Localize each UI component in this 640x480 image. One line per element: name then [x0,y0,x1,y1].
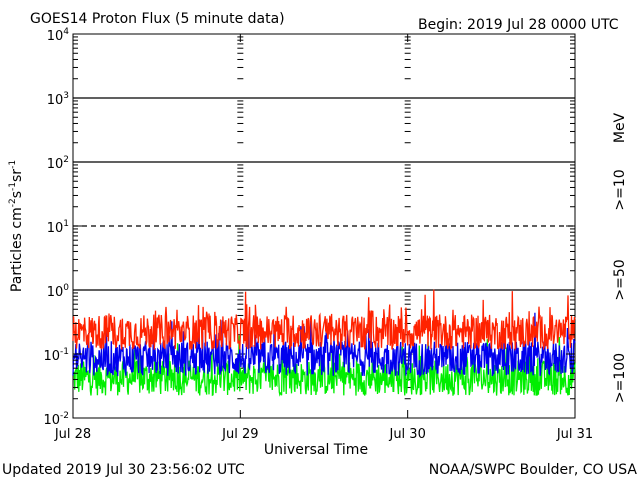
y-tick-label: 104 [47,27,70,44]
plot-area [72,33,576,419]
updated-timestamp: Updated 2019 Jul 30 23:56:02 UTC [2,462,245,478]
x-tick-label: Jul 29 [221,427,258,442]
y-tick-label: 10-1 [43,347,69,364]
x-tick-label: Jul 31 [556,427,593,442]
legend: MeV >=10 >=50 >=100 [612,112,628,403]
y-tick-label: 101 [47,219,69,236]
x-axis-ticks: Jul 28 Jul 29 Jul 30 Jul 31 [54,34,593,442]
legend-series-gt100: >=100 [612,353,628,403]
chart-title: GOES14 Proton Flux (5 minute data) [30,11,285,27]
threshold-lines [73,97,575,291]
legend-series-gt10: >=10 [612,169,628,210]
legend-unit-label: MeV [612,112,628,143]
y-axis-label: Particles cm-2s-1sr-1 [8,160,25,292]
credit-label: NOAA/SWPC Boulder, CO USA [429,462,638,478]
y-tick-label: 10-2 [43,411,69,428]
begin-label: Begin: 2019 Jul 28 0000 UTC [418,17,619,33]
x-tick-label: Jul 30 [388,427,425,442]
x-tick-label: Jul 28 [54,427,91,442]
y-axis-ticks: 10-2 10-1 100 101 102 103 104 [43,27,575,428]
y-tick-label: 103 [47,91,69,108]
legend-series-gt50: >=50 [612,259,628,300]
x-axis-label: Universal Time [264,442,368,458]
y-tick-label: 100 [47,283,70,300]
series-line-0 [72,289,576,352]
y-tick-label: 102 [47,155,69,172]
series-layer [72,289,576,397]
